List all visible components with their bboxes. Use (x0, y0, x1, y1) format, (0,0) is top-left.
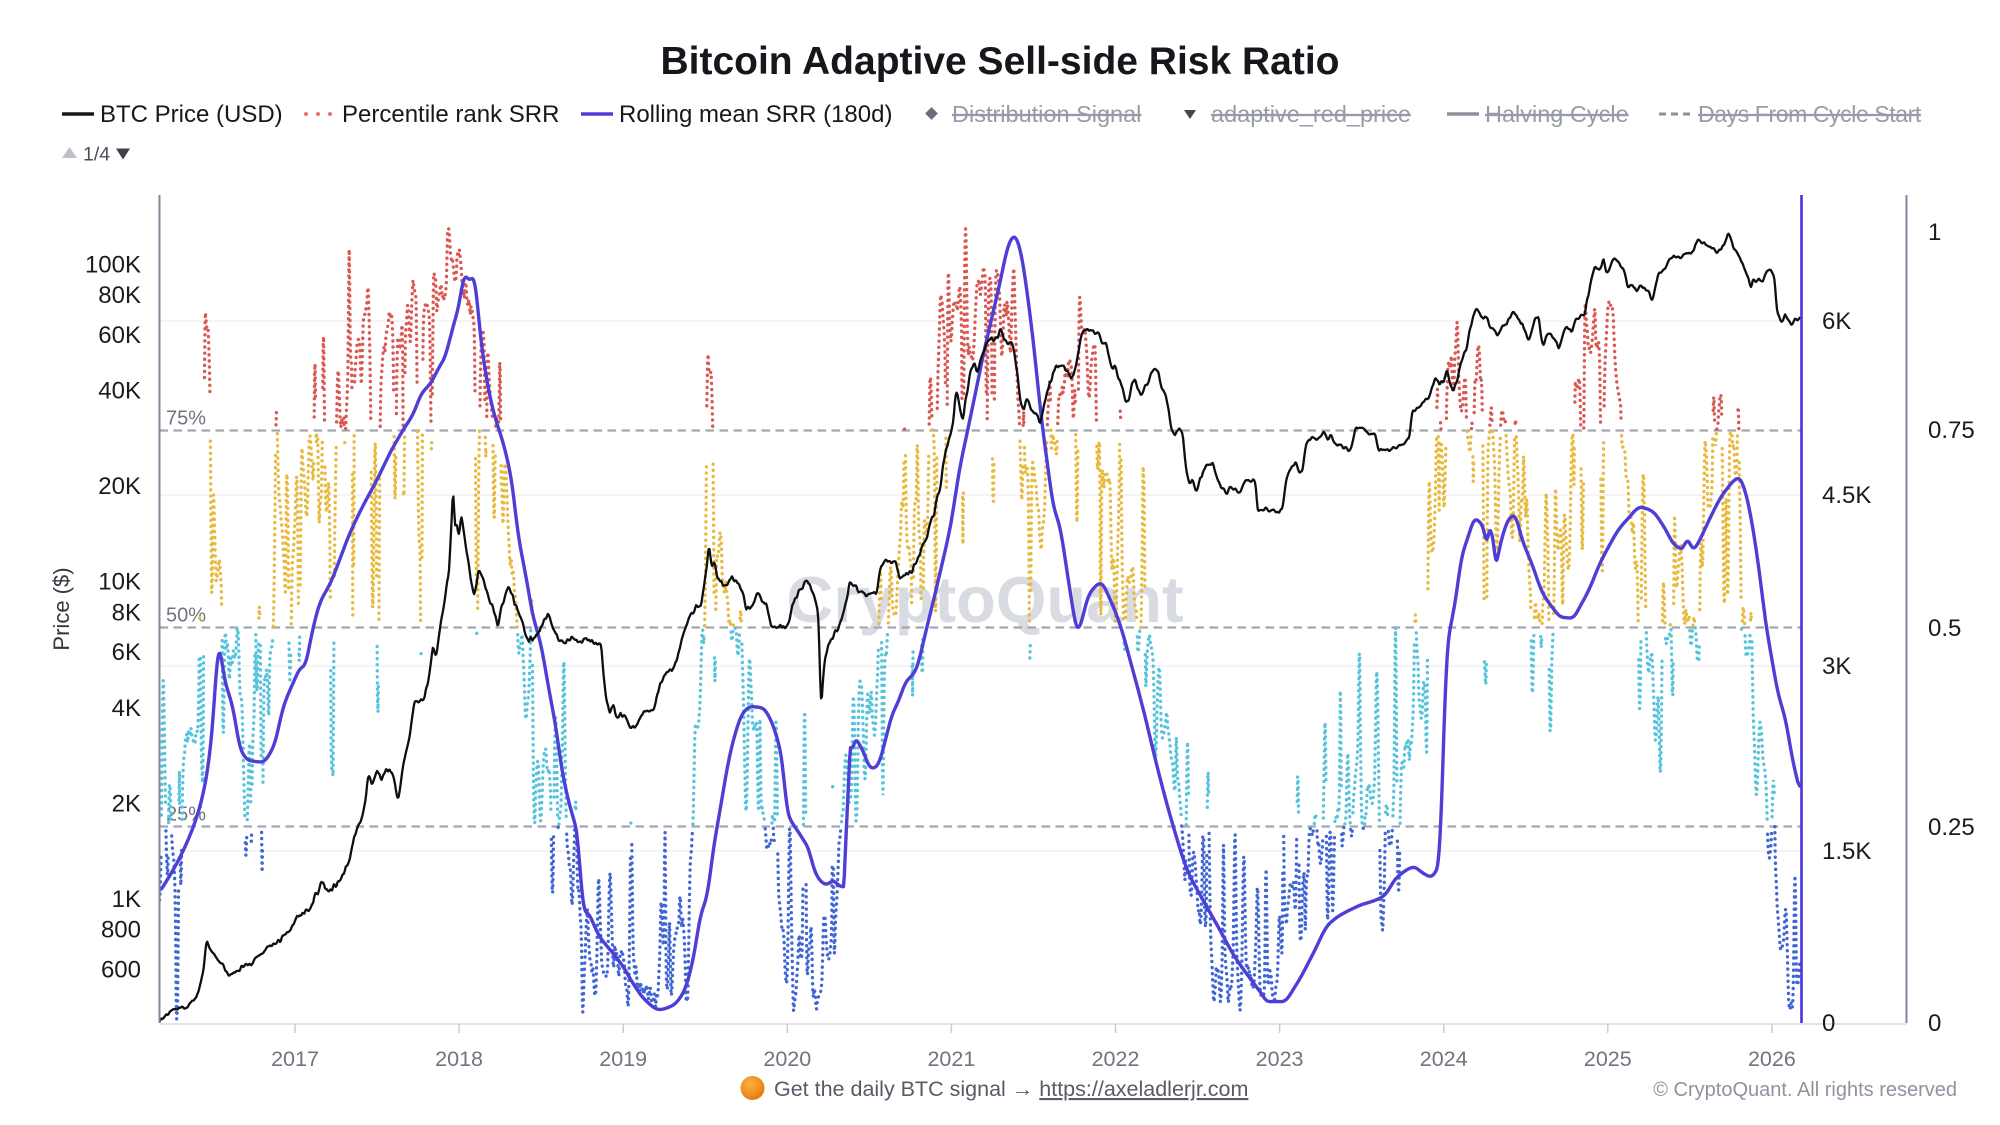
svg-text:0: 0 (1822, 1010, 1835, 1037)
svg-text:2023: 2023 (1256, 1047, 1304, 1071)
svg-text:80K: 80K (98, 282, 141, 309)
svg-text:Distribution Signal: Distribution Signal (952, 101, 1141, 127)
svg-text:1/4: 1/4 (83, 144, 110, 166)
svg-text:50%: 50% (166, 605, 206, 627)
svg-text:Days From Cycle Start: Days From Cycle Start (1698, 101, 1922, 127)
svg-text:0.25: 0.25 (1928, 814, 1975, 841)
svg-text:BTC Price (USD): BTC Price (USD) (100, 101, 283, 128)
svg-text:2026: 2026 (1748, 1047, 1796, 1071)
svg-text:1.5K: 1.5K (1822, 838, 1871, 865)
svg-text:8K: 8K (112, 599, 141, 626)
svg-text:800: 800 (101, 917, 141, 944)
svg-text:CryptoQuant: CryptoQuant (786, 563, 1183, 636)
svg-text:4K: 4K (112, 695, 141, 722)
svg-text:4.5K: 4.5K (1822, 482, 1871, 509)
svg-text:2022: 2022 (1092, 1047, 1140, 1071)
svg-text:0.75: 0.75 (1928, 417, 1975, 444)
svg-text:adaptive_red_price: adaptive_red_price (1211, 101, 1411, 127)
svg-text:75%: 75% (166, 408, 206, 430)
svg-text:Bitcoin Adaptive Sell-side Ris: Bitcoin Adaptive Sell-side Risk Ratio (660, 40, 1339, 83)
svg-text:0.5: 0.5 (1928, 615, 1961, 642)
svg-text:60K: 60K (98, 322, 141, 349)
svg-text:2021: 2021 (927, 1047, 975, 1071)
svg-text:2017: 2017 (271, 1047, 319, 1071)
svg-text:100K: 100K (85, 251, 141, 278)
svg-text:Percentile rank SRR: Percentile rank SRR (342, 101, 559, 128)
svg-text:2020: 2020 (763, 1047, 811, 1071)
svg-text:Halving Cycle: Halving Cycle (1485, 101, 1629, 127)
svg-text:2019: 2019 (599, 1047, 647, 1071)
svg-text:2K: 2K (112, 791, 141, 818)
svg-text:Get the daily BTC signal → htt: Get the daily BTC signal → https://axela… (774, 1077, 1248, 1101)
svg-text:6K: 6K (1822, 308, 1851, 335)
svg-text:20K: 20K (98, 473, 141, 500)
svg-text:Rolling mean SRR (180d): Rolling mean SRR (180d) (619, 101, 892, 128)
svg-text:2025: 2025 (1584, 1047, 1632, 1071)
svg-text:2018: 2018 (435, 1047, 483, 1071)
svg-text:10K: 10K (98, 569, 141, 596)
svg-text:1: 1 (1928, 219, 1941, 246)
svg-text:600: 600 (101, 956, 141, 983)
svg-text:0: 0 (1928, 1010, 1941, 1037)
svg-text:1K: 1K (112, 886, 141, 913)
svg-text:© CryptoQuant. All rights rese: © CryptoQuant. All rights reserved (1653, 1079, 1957, 1101)
svg-text:Price ($): Price ($) (49, 567, 74, 650)
svg-text:40K: 40K (98, 378, 141, 405)
svg-text:6K: 6K (112, 639, 141, 666)
svg-text:2024: 2024 (1420, 1047, 1468, 1071)
svg-text:3K: 3K (1822, 653, 1851, 680)
